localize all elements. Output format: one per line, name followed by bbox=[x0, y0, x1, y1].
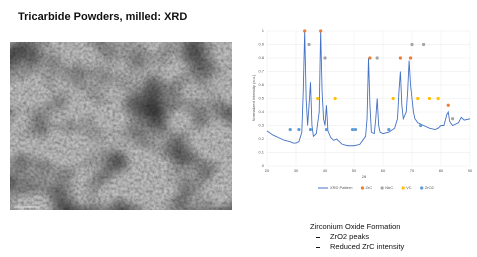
note-item: Reduced ZrC intensity bbox=[316, 242, 404, 252]
peak-marker bbox=[289, 128, 292, 131]
peak-marker bbox=[392, 97, 395, 100]
peak-marker bbox=[307, 43, 310, 46]
peak-marker bbox=[334, 97, 337, 100]
peak-marker bbox=[368, 56, 371, 59]
note-text: ZrO2 peaks bbox=[330, 232, 369, 241]
legend-swatch bbox=[402, 186, 405, 189]
y-tick-label: 0.4 bbox=[258, 109, 264, 114]
note-item: ZrO2 peaks bbox=[316, 232, 404, 242]
legend-swatch bbox=[420, 186, 423, 189]
peak-marker bbox=[297, 128, 300, 131]
x-tick-label: 20 bbox=[265, 168, 270, 173]
legend-swatch bbox=[361, 186, 364, 189]
note-text: Reduced ZrC intensity bbox=[330, 242, 404, 251]
y-tick-label: 0.7 bbox=[258, 69, 264, 74]
peak-marker bbox=[376, 56, 379, 59]
y-axis-label: Normalized Intensity (a.u.) bbox=[251, 74, 256, 121]
y-tick-label: 0.9 bbox=[258, 42, 264, 47]
legend-label: XRD Pattern bbox=[330, 185, 352, 190]
peak-marker bbox=[387, 128, 390, 131]
legend-label: ZrO2 bbox=[425, 185, 435, 190]
peak-marker bbox=[428, 97, 431, 100]
notes-heading: Zirconium Oxide Formation bbox=[310, 222, 404, 232]
x-tick-label: 40 bbox=[323, 168, 328, 173]
peak-marker bbox=[319, 29, 322, 32]
peak-marker bbox=[309, 128, 312, 131]
peak-marker bbox=[325, 128, 328, 131]
legend-label: ZrC bbox=[365, 185, 372, 190]
peak-marker bbox=[351, 128, 354, 131]
xrd-line bbox=[267, 31, 470, 146]
slide: Tricarbide Powders, milled: XRD 2θ Norma… bbox=[0, 0, 477, 257]
legend-label: VC bbox=[406, 185, 412, 190]
y-tick-label: 1 bbox=[262, 28, 265, 33]
peak-marker bbox=[410, 43, 413, 46]
y-tick-label: 0.5 bbox=[258, 96, 264, 101]
legend-swatch bbox=[381, 186, 384, 189]
x-axis-label: 2θ bbox=[362, 174, 367, 179]
peak-marker bbox=[354, 128, 357, 131]
peak-marker bbox=[399, 56, 402, 59]
xrd-chart: 2θ Normalized Intensity (a.u.) 00.10.20.… bbox=[0, 0, 477, 200]
bullet bbox=[316, 247, 320, 248]
x-tick-label: 80 bbox=[439, 168, 444, 173]
peak-marker bbox=[419, 124, 422, 127]
y-tick-label: 0.6 bbox=[258, 82, 264, 87]
x-tick-label: 30 bbox=[294, 168, 299, 173]
y-tick-label: 0.2 bbox=[258, 136, 264, 141]
x-tick-label: 60 bbox=[381, 168, 386, 173]
x-tick-label: 50 bbox=[352, 168, 357, 173]
peak-marker bbox=[416, 97, 419, 100]
peak-marker bbox=[451, 117, 454, 120]
peak-marker bbox=[409, 56, 412, 59]
legend-label: NbC bbox=[385, 185, 393, 190]
peak-marker bbox=[316, 97, 319, 100]
peak-marker bbox=[447, 104, 450, 107]
x-tick-label: 90 bbox=[468, 168, 473, 173]
peak-marker bbox=[323, 56, 326, 59]
peak-marker bbox=[303, 29, 306, 32]
bullet bbox=[316, 237, 320, 238]
peak-marker bbox=[422, 43, 425, 46]
x-tick-label: 70 bbox=[410, 168, 415, 173]
y-tick-label: 0.3 bbox=[258, 123, 264, 128]
y-tick-label: 0.8 bbox=[258, 55, 264, 60]
peak-marker bbox=[437, 97, 440, 100]
y-tick-label: 0.1 bbox=[258, 150, 264, 155]
